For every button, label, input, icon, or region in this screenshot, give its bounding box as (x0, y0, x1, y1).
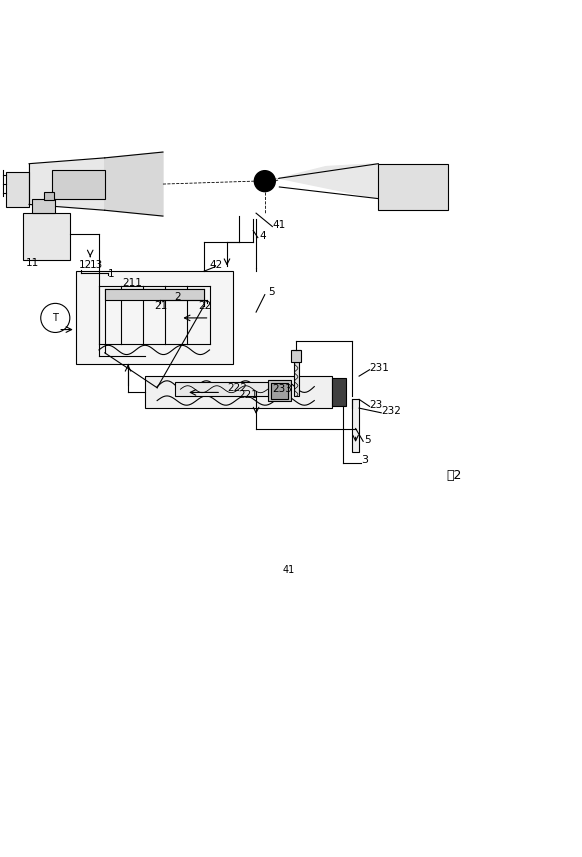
Text: 5: 5 (364, 435, 370, 445)
Bar (378, 164, 448, 210)
Bar (146, 376, 332, 408)
Bar (268, 381, 291, 400)
Text: 22: 22 (198, 301, 211, 311)
Polygon shape (105, 152, 163, 216)
Text: 4: 4 (259, 231, 265, 242)
Text: 42: 42 (210, 261, 223, 271)
Polygon shape (279, 164, 378, 199)
Circle shape (254, 171, 275, 192)
Bar (291, 350, 301, 362)
Bar (271, 382, 288, 399)
Text: 232: 232 (381, 406, 401, 416)
Bar (294, 362, 299, 397)
Polygon shape (29, 158, 105, 210)
Text: 11: 11 (26, 258, 40, 267)
Bar (52, 170, 105, 199)
Bar (6, 172, 29, 207)
Bar (23, 213, 70, 260)
Bar (332, 379, 346, 406)
Text: 211: 211 (122, 278, 142, 288)
Bar (76, 272, 233, 364)
Text: 222: 222 (227, 383, 247, 393)
Text: 41: 41 (282, 566, 294, 576)
Text: 3: 3 (361, 455, 368, 465)
Text: 23: 23 (370, 400, 383, 411)
Text: 41: 41 (272, 219, 286, 230)
Bar (44, 192, 54, 201)
Text: 231: 231 (370, 363, 389, 374)
Bar (352, 399, 359, 452)
Text: 5: 5 (268, 286, 274, 297)
Text: 233: 233 (272, 385, 292, 394)
Text: 21: 21 (154, 301, 168, 311)
Text: 12: 12 (79, 261, 92, 271)
Text: 图2: 图2 (446, 469, 462, 482)
Bar (105, 289, 204, 301)
Bar (32, 199, 55, 213)
Text: 221: 221 (239, 390, 258, 399)
Text: 2: 2 (175, 292, 181, 303)
Bar (175, 382, 274, 397)
Text: 13: 13 (90, 261, 104, 271)
Text: T: T (52, 313, 58, 323)
Text: 1: 1 (108, 269, 114, 279)
